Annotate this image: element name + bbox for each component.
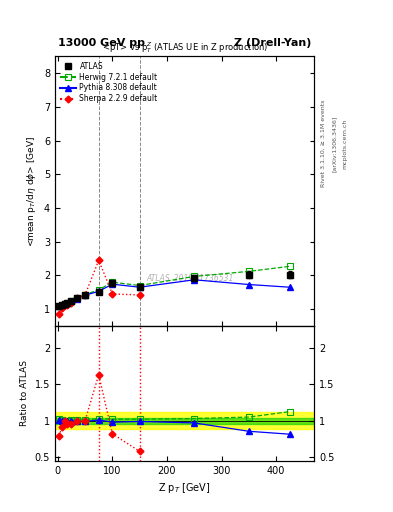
Text: ATLAS_2019_I1736531: ATLAS_2019_I1736531 bbox=[146, 273, 233, 282]
Text: <pT> vs p$_T^Z$ (ATLAS UE in Z production): <pT> vs p$_T^Z$ (ATLAS UE in Z productio… bbox=[101, 40, 268, 55]
Bar bbox=[55, 418, 314, 423]
X-axis label: Z p$_T$ [GeV]: Z p$_T$ [GeV] bbox=[158, 481, 211, 495]
Y-axis label: <mean p$_T$/d$\eta$ d$\phi$> [GeV]: <mean p$_T$/d$\eta$ d$\phi$> [GeV] bbox=[26, 136, 39, 247]
Bar bbox=[55, 412, 314, 430]
Legend: ATLAS, Herwig 7.2.1 default, Pythia 8.308 default, Sherpa 2.2.9 default: ATLAS, Herwig 7.2.1 default, Pythia 8.30… bbox=[59, 60, 159, 105]
Text: mcplots.cern.ch: mcplots.cern.ch bbox=[342, 118, 347, 168]
Text: Z (Drell-Yan): Z (Drell-Yan) bbox=[235, 38, 312, 48]
Text: [arXiv:1306.3436]: [arXiv:1306.3436] bbox=[332, 115, 337, 172]
Text: 13000 GeV pp: 13000 GeV pp bbox=[58, 38, 145, 48]
Y-axis label: Ratio to ATLAS: Ratio to ATLAS bbox=[20, 360, 29, 426]
Text: Rivet 3.1.10, ≥ 3.1M events: Rivet 3.1.10, ≥ 3.1M events bbox=[320, 100, 325, 187]
